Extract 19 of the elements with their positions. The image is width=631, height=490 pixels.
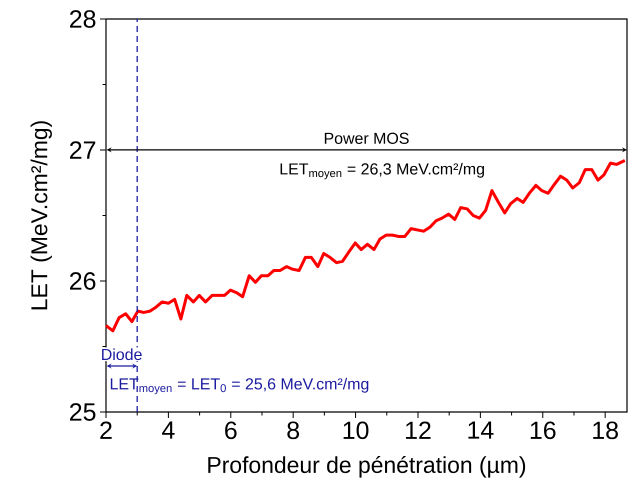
x-tick-label: 8 [287, 422, 300, 440]
x-tick-label: 6 [225, 422, 237, 440]
x-tick-label: 2 [100, 422, 112, 439]
y-tick-label: 25 [70, 403, 96, 421]
x-tick-label: 10 [344, 422, 368, 440]
annotation: Diode [102, 348, 142, 360]
annotation: Power MOS [324, 132, 409, 144]
x-tick-label: 16 [530, 422, 556, 440]
y-tick-label: 26 [70, 272, 96, 290]
y-tick-label: 27 [70, 141, 96, 159]
annotation: LET$_{moyen}$ = 26,3 MeV.cm²/mg [280, 162, 484, 180]
x-tick-label: 14 [468, 422, 494, 439]
y-tick-label: 28 [70, 10, 96, 28]
x-tick-label: 4 [162, 422, 175, 439]
annotation: LET$_{moyen}$ = LET$_{0}$ = 25,6 MeV.cm²/mg [110, 378, 368, 394]
x-tick-label: 12 [406, 422, 431, 439]
x-axis-title: Profondeur de pénétration (µm) [208, 456, 526, 478]
y-axis-title: LET (MeV.cm²/mg) [30, 121, 52, 310]
x-tick-label: 18 [593, 422, 618, 440]
